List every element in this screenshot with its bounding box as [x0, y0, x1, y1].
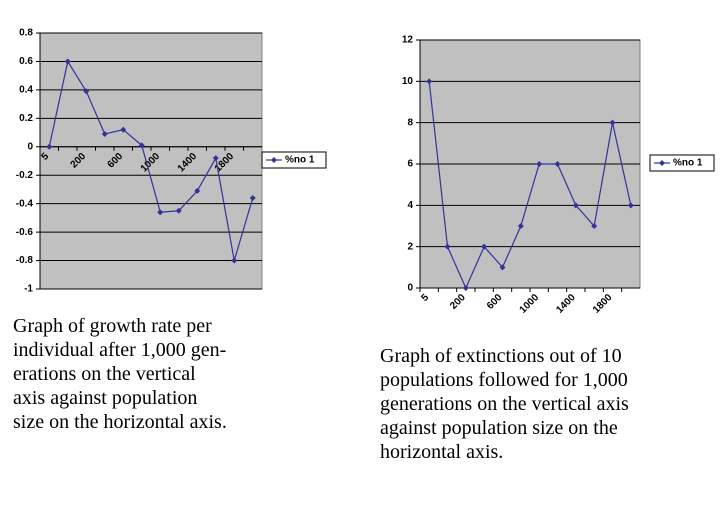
caption-line: individual after 1,000 gen- [13, 339, 226, 361]
y-tick-label: -0.2 [16, 170, 34, 181]
x-tick-label: 1800 [591, 292, 615, 316]
y-tick-label: -0.6 [16, 227, 34, 238]
series-line [48, 59, 254, 261]
y-tick-label: 0.2 [19, 113, 33, 124]
legend-box [261, 151, 327, 169]
data-point [572, 202, 579, 209]
y-tick-label: 0 [407, 283, 413, 294]
y-tick-label: 8 [407, 117, 413, 128]
y-tick-label: 0.6 [19, 56, 33, 67]
caption-line: Graph of growth rate per [13, 315, 212, 337]
x-tick-label: 600 [485, 292, 505, 312]
y-tick-label: 12 [402, 35, 414, 46]
x-tick-label: 5 [419, 292, 431, 304]
data-point [426, 78, 433, 85]
data-point [591, 223, 598, 229]
data-point [499, 264, 506, 271]
data-point [462, 285, 469, 291]
data-point [101, 130, 108, 137]
data-point [444, 243, 451, 250]
caption-line: erations on the vertical [13, 363, 196, 385]
data-point [157, 209, 164, 216]
data-point [194, 187, 201, 194]
caption-line: size on the horizontal axis. [13, 411, 227, 433]
legend-marker [271, 157, 277, 163]
legend-label: %no 1 [285, 155, 315, 166]
x-tick-label: 200 [448, 292, 468, 312]
data-point [231, 257, 238, 264]
data-point [138, 142, 145, 149]
caption-line: Graph of extinctions out of 10 [380, 345, 622, 367]
data-point [46, 143, 53, 150]
x-tick-label: 1400 [554, 292, 578, 316]
y-tick-label: 4 [407, 200, 413, 211]
data-point [120, 126, 127, 133]
caption-line: against population size on the [380, 417, 618, 439]
data-point [83, 88, 90, 95]
legend-marker [659, 160, 665, 166]
y-tick-label: 0.8 [19, 28, 33, 39]
chart: 0 2 4 6 8 10 12 5 200 600 1000 1400 1800 %no 1 Graph o… [380, 35, 715, 463]
legend-box [649, 154, 715, 172]
data-point [212, 155, 219, 162]
data-point [64, 58, 71, 65]
data-point [175, 207, 182, 214]
y-tick-label: 2 [407, 241, 413, 252]
y-tick-label: -0.8 [16, 255, 34, 266]
data-point [627, 202, 634, 209]
legend-label: %no 1 [673, 158, 703, 169]
data-point [536, 161, 543, 167]
caption-line: axis against population [13, 387, 197, 409]
data-point [609, 119, 616, 126]
series-line [428, 81, 632, 290]
chart: -1-0.8-0.6-0.4-0.200.20.40.60.85 200 600 10… [13, 28, 327, 433]
y-tick-label: 0.4 [19, 85, 33, 96]
y-tick-label: -1 [24, 284, 33, 295]
y-tick-label: -0.4 [16, 198, 34, 209]
data-point [481, 243, 488, 250]
caption-line: populations followed for 1,000 [380, 369, 628, 391]
data-point [249, 194, 256, 201]
data-point [517, 223, 524, 229]
caption-line: horizontal axis. [380, 441, 503, 463]
y-tick-label: 10 [402, 76, 414, 87]
y-tick-label: 6 [407, 159, 413, 170]
data-point [554, 161, 561, 167]
x-tick-label: 1000 [518, 292, 542, 316]
y-tick-label: 0 [27, 141, 33, 152]
caption-line: generations on the vertical axis [380, 393, 629, 415]
